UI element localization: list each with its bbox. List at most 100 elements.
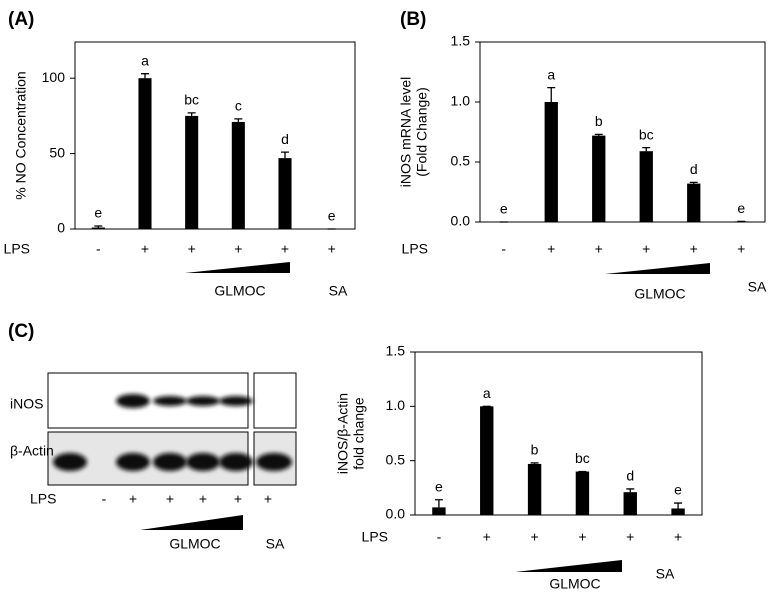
- category-label: +: [595, 241, 603, 257]
- significance-letter: d: [281, 131, 289, 147]
- category-label: +: [690, 241, 698, 257]
- category-label: +: [674, 529, 682, 545]
- row-label: LPS: [362, 529, 388, 545]
- gradient-label: GLMOC: [549, 576, 600, 592]
- western-blot: iNOS β-Actin LPS - + + + + + GLMOC SA: [10, 372, 297, 552]
- significance-letter: e: [500, 201, 508, 217]
- plot-frame: [414, 351, 703, 516]
- control-label: SA: [656, 566, 675, 582]
- significance-letter: a: [547, 66, 555, 82]
- significance-letter: bc: [575, 450, 590, 466]
- error-bar: [674, 502, 683, 509]
- category-label: +: [642, 241, 650, 257]
- significance-letter: e: [674, 482, 682, 498]
- error-bar: [626, 488, 635, 493]
- category-label: +: [530, 529, 538, 545]
- bar: [278, 158, 292, 229]
- lane-label: +: [166, 491, 174, 507]
- bar: [687, 183, 701, 222]
- y-tick-label: 1.0: [451, 93, 471, 109]
- blot-band: [116, 453, 150, 471]
- blot-band: [53, 453, 87, 471]
- error-bar: [642, 146, 651, 152]
- blot-row-label: iNOS: [10, 396, 43, 412]
- lane-label: +: [129, 491, 137, 507]
- category-label: +: [737, 241, 745, 257]
- y-axis-label: iNOS/β-Actin: [335, 393, 351, 474]
- row-label: LPS: [402, 241, 428, 257]
- category-label: +: [547, 241, 555, 257]
- y-tick-label: 1.5: [451, 33, 471, 49]
- significance-letter: bc: [184, 92, 199, 108]
- bar: [527, 463, 542, 515]
- bar: [623, 492, 637, 515]
- significance-letter: a: [141, 52, 149, 68]
- gradient-triangle: [515, 560, 622, 572]
- category-label: +: [626, 529, 634, 545]
- category-label: +: [141, 241, 149, 257]
- y-axis-label: iNOS mRNA level: [398, 77, 414, 187]
- panel-label: (A): [8, 9, 34, 30]
- gradient-triangle: [185, 262, 290, 273]
- error-bar: [234, 118, 243, 122]
- category-label: +: [234, 241, 242, 257]
- significance-letter: e: [94, 205, 102, 221]
- category-label: +: [483, 529, 491, 545]
- panel-label: (C): [8, 321, 34, 342]
- bar: [592, 135, 606, 222]
- bar: [138, 78, 152, 230]
- blot-frame: [253, 372, 297, 429]
- significance-letter: b: [531, 442, 539, 458]
- row-label: LPS: [30, 491, 56, 507]
- blot-band: [153, 453, 187, 471]
- y-axis-label: fold change: [351, 397, 367, 470]
- y-tick-label: 0.0: [386, 506, 406, 522]
- y-tick-label: 100: [42, 69, 66, 85]
- error-bar: [187, 112, 196, 116]
- bar: [575, 471, 590, 515]
- gradient-label: GLMOC: [169, 536, 220, 552]
- error-bar: [547, 86, 556, 102]
- error-bar: [141, 73, 149, 79]
- blot-band: [219, 453, 253, 471]
- bar: [671, 508, 685, 515]
- category-label: -: [437, 529, 442, 545]
- control-label: SA: [329, 283, 348, 299]
- bar: [480, 406, 494, 515]
- bar: [639, 151, 653, 222]
- gradient-label: GLMOC: [634, 286, 685, 302]
- category-label: -: [96, 241, 101, 257]
- bar: [231, 121, 245, 229]
- y-tick-label: 0: [57, 220, 65, 236]
- bar: [185, 115, 199, 229]
- y-axis-label: (Fold Change): [414, 87, 430, 177]
- significance-letter: a: [483, 385, 491, 401]
- blot-band: [186, 453, 220, 471]
- error-bar: [594, 133, 603, 136]
- y-tick-label: 50: [49, 144, 65, 160]
- category-label: +: [188, 241, 196, 257]
- category-label: +: [281, 241, 289, 257]
- bar: [432, 507, 446, 515]
- significance-letter: d: [626, 468, 634, 484]
- bar: [544, 102, 558, 222]
- gradient-triangle: [605, 263, 710, 274]
- category-label: -: [501, 241, 506, 257]
- y-axis-label: % NO Concentration: [13, 71, 29, 199]
- bar: [91, 227, 105, 229]
- plot-frame: [74, 41, 356, 230]
- category-label: +: [328, 241, 336, 257]
- significance-letter: c: [235, 98, 242, 114]
- blot-band: [256, 453, 292, 471]
- panel-label: (B): [400, 9, 426, 30]
- significance-letter: e: [435, 478, 443, 494]
- error-bar: [434, 499, 443, 508]
- control-label: SA: [748, 279, 767, 295]
- blot-band: [219, 396, 253, 406]
- blot-band: [186, 396, 220, 406]
- significance-letter: e: [737, 200, 745, 216]
- lane-label: +: [199, 491, 207, 507]
- significance-letter: bc: [639, 126, 654, 142]
- lane-label: +: [234, 491, 242, 507]
